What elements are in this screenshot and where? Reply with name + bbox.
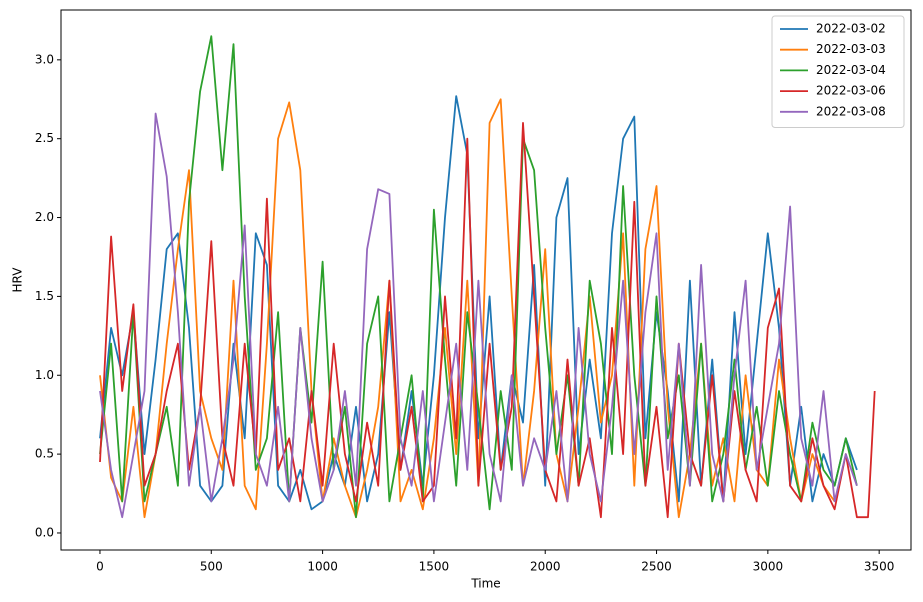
y-tick-label: 0.0 — [35, 525, 54, 539]
legend-label: 2022-03-04 — [816, 63, 886, 77]
y-tick-label: 2.5 — [35, 131, 54, 145]
x-tick-label: 500 — [200, 560, 223, 574]
y-tick-label: 3.0 — [35, 52, 54, 66]
x-tick-label: 0 — [96, 560, 104, 574]
series-line — [99, 112, 858, 519]
x-tick-label: 2000 — [530, 560, 561, 574]
y-tick-label: 1.5 — [35, 289, 54, 303]
y-tick-label: 1.0 — [35, 368, 54, 382]
x-tick-label: 1500 — [419, 560, 450, 574]
legend-label: 2022-03-03 — [816, 42, 886, 56]
y-tick-label: 0.5 — [35, 447, 54, 461]
plot-frame — [60, 9, 912, 551]
legend-label: 2022-03-08 — [816, 104, 886, 118]
y-axis-label: HRV — [11, 267, 25, 293]
series-line — [99, 35, 858, 519]
x-tick-label: 3500 — [864, 560, 895, 574]
x-tick-label: 2500 — [641, 560, 672, 574]
legend-label: 2022-03-06 — [816, 84, 886, 98]
series-line — [99, 95, 858, 511]
series-line — [99, 98, 836, 519]
x-axis-label: Time — [470, 577, 500, 591]
x-tick-label: 3000 — [753, 560, 784, 574]
x-tick-label: 1000 — [307, 560, 338, 574]
y-tick-label: 2.0 — [35, 210, 54, 224]
legend-box — [771, 15, 905, 128]
series-line — [99, 122, 876, 519]
legend-label: 2022-03-02 — [816, 22, 886, 36]
